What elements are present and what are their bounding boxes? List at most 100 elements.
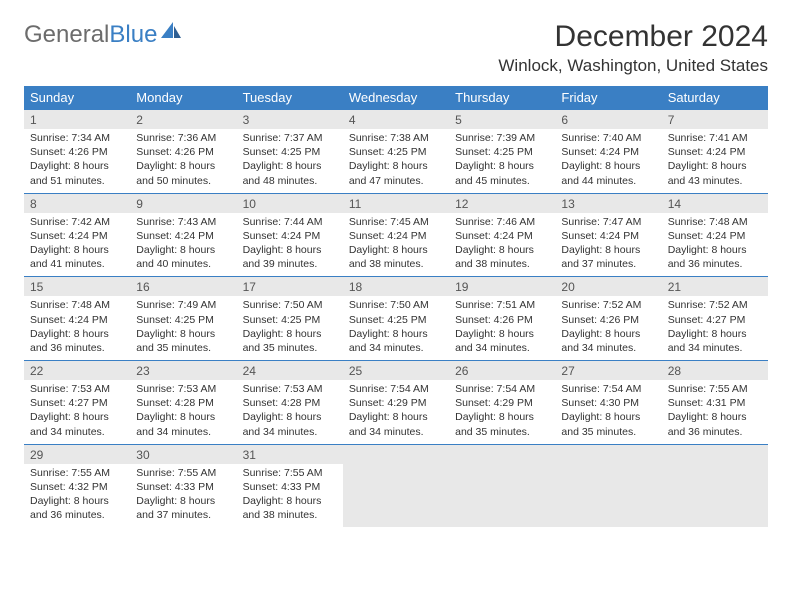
day-detail-cell: [343, 464, 449, 528]
day-detail-cell: [662, 464, 768, 528]
sunset-line: Sunset: 4:24 PM: [561, 145, 655, 159]
daylight-line: Daylight: 8 hours and 34 minutes.: [349, 327, 443, 355]
sunset-line: Sunset: 4:24 PM: [243, 229, 337, 243]
day-number-cell: 23: [130, 361, 236, 381]
sunset-line: Sunset: 4:24 PM: [455, 229, 549, 243]
sunrise-line: Sunrise: 7:53 AM: [243, 382, 337, 396]
day-number-cell: 20: [555, 277, 661, 297]
sunset-line: Sunset: 4:25 PM: [349, 313, 443, 327]
day-number-cell: 16: [130, 277, 236, 297]
day-number-cell: 12: [449, 193, 555, 213]
page-title: December 2024: [498, 20, 768, 54]
sunset-line: Sunset: 4:26 PM: [455, 313, 549, 327]
sunset-line: Sunset: 4:24 PM: [561, 229, 655, 243]
daylight-line: Daylight: 8 hours and 45 minutes.: [455, 159, 549, 187]
daylight-line: Daylight: 8 hours and 36 minutes.: [30, 494, 124, 522]
day-detail-cell: Sunrise: 7:48 AMSunset: 4:24 PMDaylight:…: [24, 296, 130, 360]
day-detail-cell: Sunrise: 7:54 AMSunset: 4:30 PMDaylight:…: [555, 380, 661, 444]
day-number-cell: 27: [555, 361, 661, 381]
daylight-line: Daylight: 8 hours and 34 minutes.: [136, 410, 230, 438]
day-number-cell: 4: [343, 110, 449, 130]
sunrise-line: Sunrise: 7:49 AM: [136, 298, 230, 312]
day-detail-cell: Sunrise: 7:54 AMSunset: 4:29 PMDaylight:…: [449, 380, 555, 444]
daylight-line: Daylight: 8 hours and 34 minutes.: [668, 327, 762, 355]
header: GeneralBlue December 2024 Winlock, Washi…: [24, 20, 768, 76]
daylight-line: Daylight: 8 hours and 34 minutes.: [243, 410, 337, 438]
day-number-cell: 17: [237, 277, 343, 297]
daylight-line: Daylight: 8 hours and 44 minutes.: [561, 159, 655, 187]
day-number-cell: 8: [24, 193, 130, 213]
daylight-line: Daylight: 8 hours and 36 minutes.: [668, 243, 762, 271]
sunset-line: Sunset: 4:25 PM: [243, 313, 337, 327]
sunset-line: Sunset: 4:29 PM: [455, 396, 549, 410]
day-number-cell: 30: [130, 444, 236, 464]
location-text: Winlock, Washington, United States: [498, 56, 768, 76]
sunrise-line: Sunrise: 7:52 AM: [561, 298, 655, 312]
day-detail-cell: Sunrise: 7:55 AMSunset: 4:33 PMDaylight:…: [237, 464, 343, 528]
sunset-line: Sunset: 4:24 PM: [349, 229, 443, 243]
sunrise-line: Sunrise: 7:53 AM: [136, 382, 230, 396]
title-block: December 2024 Winlock, Washington, Unite…: [498, 20, 768, 76]
day-number-cell: 18: [343, 277, 449, 297]
sunrise-line: Sunrise: 7:52 AM: [668, 298, 762, 312]
day-number-cell: 29: [24, 444, 130, 464]
daylight-line: Daylight: 8 hours and 41 minutes.: [30, 243, 124, 271]
logo: GeneralBlue: [24, 20, 185, 49]
sunset-line: Sunset: 4:25 PM: [455, 145, 549, 159]
daylight-line: Daylight: 8 hours and 43 minutes.: [668, 159, 762, 187]
day-number-cell: 19: [449, 277, 555, 297]
daylight-line: Daylight: 8 hours and 47 minutes.: [349, 159, 443, 187]
sunset-line: Sunset: 4:24 PM: [30, 313, 124, 327]
sunrise-line: Sunrise: 7:37 AM: [243, 131, 337, 145]
day-number-cell: 7: [662, 110, 768, 130]
sunset-line: Sunset: 4:32 PM: [30, 480, 124, 494]
day-number-cell: [555, 444, 661, 464]
sunset-line: Sunset: 4:24 PM: [136, 229, 230, 243]
sunset-line: Sunset: 4:25 PM: [136, 313, 230, 327]
day-number-cell: 10: [237, 193, 343, 213]
day-detail-cell: Sunrise: 7:37 AMSunset: 4:25 PMDaylight:…: [237, 129, 343, 193]
day-detail-cell: Sunrise: 7:53 AMSunset: 4:28 PMDaylight:…: [237, 380, 343, 444]
sunrise-line: Sunrise: 7:45 AM: [349, 215, 443, 229]
day-detail-cell: Sunrise: 7:39 AMSunset: 4:25 PMDaylight:…: [449, 129, 555, 193]
daylight-line: Daylight: 8 hours and 37 minutes.: [136, 494, 230, 522]
day-detail-cell: Sunrise: 7:55 AMSunset: 4:31 PMDaylight:…: [662, 380, 768, 444]
day-number-cell: 25: [343, 361, 449, 381]
day-number-cell: 6: [555, 110, 661, 130]
day-number-cell: 3: [237, 110, 343, 130]
sunrise-line: Sunrise: 7:53 AM: [30, 382, 124, 396]
sunrise-line: Sunrise: 7:48 AM: [30, 298, 124, 312]
sunrise-line: Sunrise: 7:39 AM: [455, 131, 549, 145]
day-number-cell: 31: [237, 444, 343, 464]
daylight-line: Daylight: 8 hours and 38 minutes.: [349, 243, 443, 271]
sunset-line: Sunset: 4:26 PM: [136, 145, 230, 159]
day-detail-cell: Sunrise: 7:43 AMSunset: 4:24 PMDaylight:…: [130, 213, 236, 277]
sunrise-line: Sunrise: 7:34 AM: [30, 131, 124, 145]
sunrise-line: Sunrise: 7:54 AM: [349, 382, 443, 396]
day-header: Tuesday: [237, 86, 343, 110]
sunset-line: Sunset: 4:27 PM: [30, 396, 124, 410]
sunrise-line: Sunrise: 7:51 AM: [455, 298, 549, 312]
sunrise-line: Sunrise: 7:50 AM: [243, 298, 337, 312]
sunrise-line: Sunrise: 7:55 AM: [243, 466, 337, 480]
day-header: Sunday: [24, 86, 130, 110]
sunset-line: Sunset: 4:33 PM: [243, 480, 337, 494]
sunrise-line: Sunrise: 7:46 AM: [455, 215, 549, 229]
sunrise-line: Sunrise: 7:43 AM: [136, 215, 230, 229]
day-number-cell: 9: [130, 193, 236, 213]
day-detail-cell: Sunrise: 7:48 AMSunset: 4:24 PMDaylight:…: [662, 213, 768, 277]
day-number-cell: 1: [24, 110, 130, 130]
sail-icon: [159, 20, 185, 49]
sunrise-line: Sunrise: 7:48 AM: [668, 215, 762, 229]
sunrise-line: Sunrise: 7:55 AM: [30, 466, 124, 480]
day-detail-cell: Sunrise: 7:54 AMSunset: 4:29 PMDaylight:…: [343, 380, 449, 444]
daylight-line: Daylight: 8 hours and 36 minutes.: [30, 327, 124, 355]
day-number-cell: 5: [449, 110, 555, 130]
sunset-line: Sunset: 4:33 PM: [136, 480, 230, 494]
sunrise-line: Sunrise: 7:40 AM: [561, 131, 655, 145]
daylight-line: Daylight: 8 hours and 38 minutes.: [243, 494, 337, 522]
calendar-table: SundayMondayTuesdayWednesdayThursdayFrid…: [24, 86, 768, 527]
day-detail-cell: Sunrise: 7:36 AMSunset: 4:26 PMDaylight:…: [130, 129, 236, 193]
day-detail-cell: [555, 464, 661, 528]
daylight-line: Daylight: 8 hours and 51 minutes.: [30, 159, 124, 187]
